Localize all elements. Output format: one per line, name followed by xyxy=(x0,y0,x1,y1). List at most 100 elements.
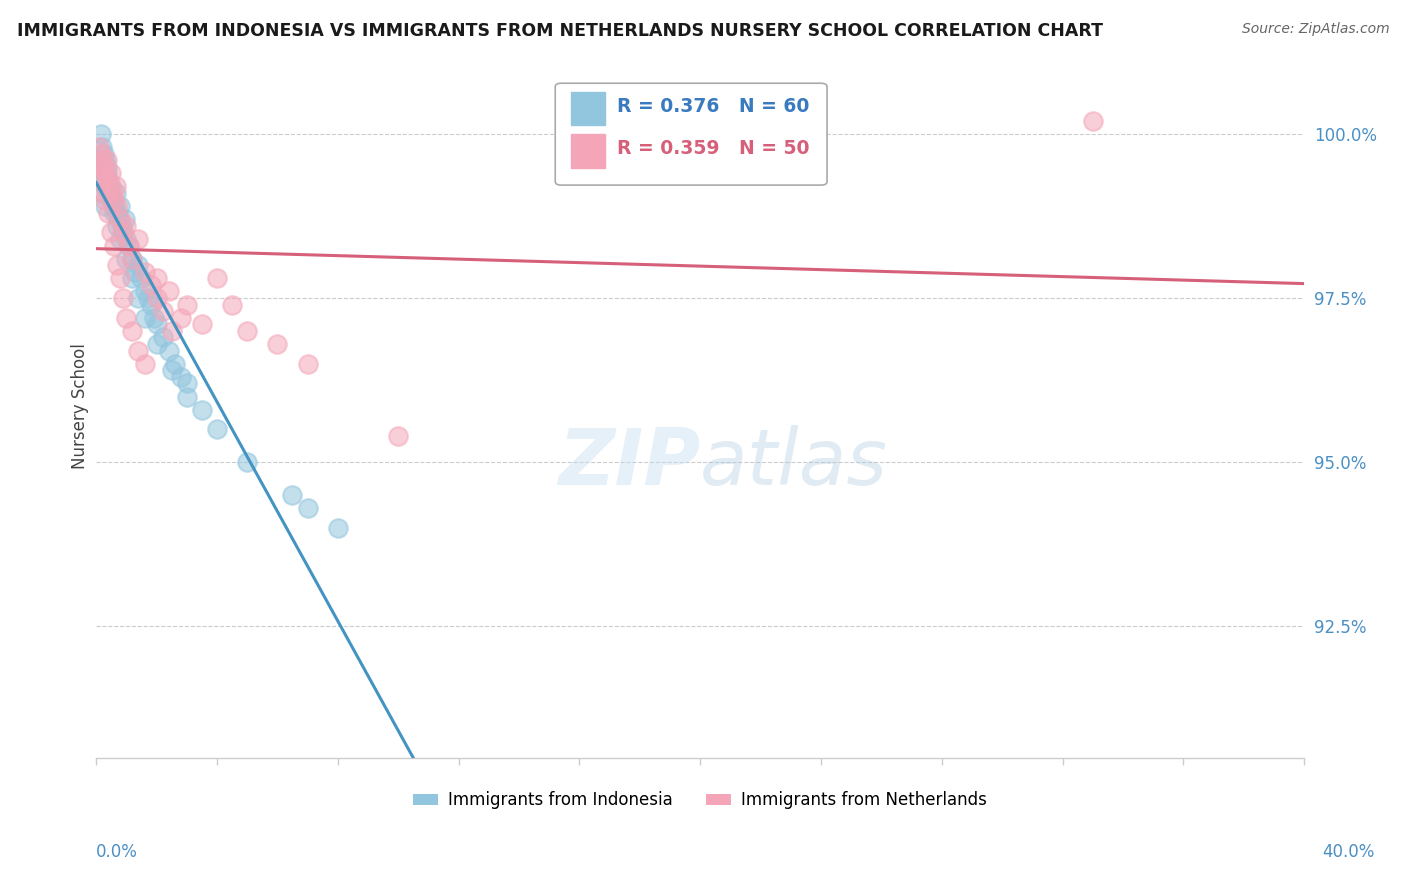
Point xyxy=(100,166,122,180)
Point xyxy=(91,166,114,180)
Point xyxy=(139,277,162,292)
Point xyxy=(152,304,174,318)
Point xyxy=(103,205,125,219)
FancyBboxPatch shape xyxy=(571,92,605,126)
Point xyxy=(191,402,214,417)
Point xyxy=(136,291,159,305)
Point xyxy=(145,291,167,305)
Point xyxy=(91,186,114,200)
Y-axis label: Nursery School: Nursery School xyxy=(72,343,89,469)
Text: ZIP: ZIP xyxy=(558,425,700,500)
Point xyxy=(94,193,117,207)
Point xyxy=(121,252,143,266)
Point xyxy=(90,146,112,161)
Text: R = 0.359   N = 50: R = 0.359 N = 50 xyxy=(617,139,810,158)
Point xyxy=(94,153,117,168)
Point xyxy=(115,252,138,266)
Text: R = 0.376   N = 60: R = 0.376 N = 60 xyxy=(617,97,810,116)
Point xyxy=(100,179,122,194)
Point xyxy=(134,265,156,279)
Point xyxy=(170,310,193,325)
Point xyxy=(127,291,149,305)
Point xyxy=(108,212,131,227)
Point xyxy=(326,521,349,535)
Point xyxy=(93,186,115,200)
Point xyxy=(98,186,121,200)
Point xyxy=(176,298,198,312)
Point xyxy=(105,258,128,272)
Point xyxy=(105,199,128,213)
Point xyxy=(134,357,156,371)
Point xyxy=(104,179,127,194)
Point xyxy=(110,271,132,285)
Point xyxy=(124,265,146,279)
Point xyxy=(91,153,114,168)
Point xyxy=(176,390,198,404)
Point xyxy=(105,219,128,233)
Point xyxy=(115,232,138,246)
Point xyxy=(91,140,114,154)
Point xyxy=(110,199,132,213)
Point xyxy=(93,160,115,174)
FancyBboxPatch shape xyxy=(555,83,827,186)
Point xyxy=(100,226,122,240)
Point xyxy=(93,173,115,187)
Point xyxy=(97,173,120,187)
Point xyxy=(236,455,259,469)
Point xyxy=(142,310,165,325)
Point xyxy=(97,173,120,187)
Point xyxy=(103,193,125,207)
Point xyxy=(104,186,127,200)
Point xyxy=(266,337,288,351)
Point xyxy=(163,357,186,371)
Text: IMMIGRANTS FROM INDONESIA VS IMMIGRANTS FROM NETHERLANDS NURSERY SCHOOL CORRELAT: IMMIGRANTS FROM INDONESIA VS IMMIGRANTS … xyxy=(17,22,1102,40)
FancyBboxPatch shape xyxy=(571,134,605,168)
Point xyxy=(94,199,117,213)
Point xyxy=(191,318,214,332)
Point xyxy=(121,271,143,285)
Point xyxy=(145,318,167,332)
Point xyxy=(111,219,134,233)
Point xyxy=(145,337,167,351)
Point xyxy=(236,324,259,338)
Point xyxy=(115,310,138,325)
Point xyxy=(139,298,162,312)
Point xyxy=(127,343,149,358)
Point xyxy=(160,363,183,377)
Point xyxy=(121,252,143,266)
Point xyxy=(160,324,183,338)
Text: 40.0%: 40.0% xyxy=(1323,843,1375,861)
Point xyxy=(89,173,111,187)
Point xyxy=(110,212,132,227)
Point xyxy=(101,193,124,207)
Point xyxy=(134,310,156,325)
Point xyxy=(157,285,180,299)
Point xyxy=(145,271,167,285)
Point xyxy=(96,166,118,180)
Point xyxy=(89,160,111,174)
Point xyxy=(98,179,121,194)
Point xyxy=(1081,113,1104,128)
Point xyxy=(91,173,114,187)
Point xyxy=(93,146,115,161)
Point xyxy=(103,199,125,213)
Text: Source: ZipAtlas.com: Source: ZipAtlas.com xyxy=(1241,22,1389,37)
Point xyxy=(205,271,228,285)
Point xyxy=(105,205,128,219)
Point xyxy=(112,291,135,305)
Text: 0.0%: 0.0% xyxy=(96,843,138,861)
Point xyxy=(115,219,138,233)
Point xyxy=(176,376,198,391)
Point xyxy=(89,140,111,154)
Point xyxy=(112,226,135,240)
Point xyxy=(100,193,122,207)
Point xyxy=(134,285,156,299)
Point xyxy=(127,258,149,272)
Point xyxy=(152,330,174,344)
Point xyxy=(281,488,304,502)
Point xyxy=(157,343,180,358)
Point xyxy=(205,422,228,436)
Point xyxy=(96,153,118,168)
Point xyxy=(90,127,112,141)
Point xyxy=(90,153,112,168)
